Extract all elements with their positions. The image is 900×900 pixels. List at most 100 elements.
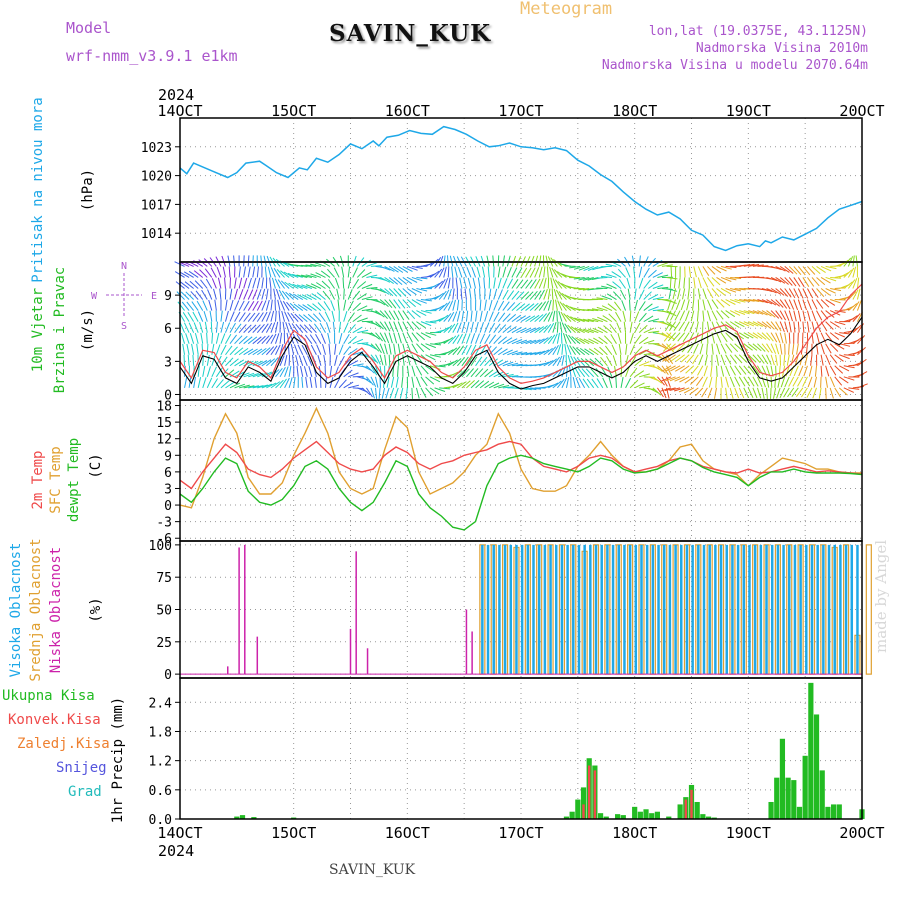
wind-arrow [402,310,410,320]
wind-arrow [720,299,731,307]
wind-arrow [834,332,845,338]
wind-arrow [600,275,612,278]
wind-arrow [456,345,465,356]
wind-arrow [811,321,816,333]
wind-arrow [566,314,576,323]
wind-arrow [843,269,853,278]
wind-arrow [211,278,217,289]
wind-arrow [559,321,563,333]
wind-arrow [806,321,810,333]
wind-arrow [352,363,364,367]
wind-arrow [261,323,269,333]
wind-arrow [729,376,735,388]
wind-arrow [443,289,450,300]
wind-arrow [379,310,388,319]
wind-arrow [420,376,428,387]
wind-arrow [811,288,819,298]
wind-arrow [770,265,782,271]
wind-arrow [296,274,308,278]
wind-arrow [520,339,532,345]
wind-arrow [657,343,668,350]
wind-arrow [184,365,186,377]
wind-arrow [611,344,617,355]
wind-arrow [279,366,286,378]
wind-arrow [420,332,431,339]
wind-arrow [748,299,760,302]
wind-arrow [702,288,707,300]
wind-arrow [370,365,378,376]
wind-arrow [183,354,186,366]
wind-arrow [416,299,427,304]
wind-arrow [282,321,286,333]
wind-arrow [738,365,747,375]
wind-arrow [411,376,415,388]
wind-arrow [788,266,798,275]
wind-arrow [384,288,394,297]
wind-arrow [816,266,826,274]
wind-arrow [680,299,686,311]
wind-arrow [702,310,705,322]
wind-arrow [234,335,243,345]
wind-arrow [807,277,815,287]
wind-arrow [670,365,681,372]
wind-arrow [757,299,769,304]
wind-arrow [451,266,454,278]
wind-arrow [310,273,322,278]
wind-arrow [575,377,581,389]
wind-arrow [483,277,486,289]
wind-arrow [188,376,192,388]
wind-arrow [747,365,756,375]
wind-arrow [784,299,791,310]
precip-frame [179,677,863,820]
wind-arrow [199,321,204,333]
wind-arrow [243,312,251,322]
wind-arrow [633,266,636,278]
wind-arrow [220,321,225,333]
wind-arrow [779,265,790,273]
wind-arrow [390,376,395,388]
wind-arrow [648,387,659,394]
wind-arrow [716,332,722,343]
wind-arrow [234,383,246,389]
cloud-ytick-label: 0 [164,668,172,683]
wind-arrow [797,277,805,288]
wind-arrow [447,255,449,267]
wind-arrow [739,310,750,315]
wind-arrow [318,365,322,377]
wind-arrow [779,343,783,355]
wind-arrow [775,288,785,296]
wind-arrow [583,328,594,334]
wind-arrow [229,382,241,389]
wind-arrow [461,368,470,378]
wind-arrow [839,332,851,335]
wind-arrow [296,284,308,289]
wind-arrow [638,301,646,311]
wind-arrow [543,312,551,322]
wind-arrow [556,332,560,344]
wind-arrow [352,314,362,323]
wind-arrow [243,348,254,356]
wind-arrow [739,299,751,303]
wind-arrow [797,310,802,322]
wind-arrow [305,376,308,388]
wind-arrow [229,288,233,300]
wind-arrow [399,387,404,399]
wind-arrow [574,327,585,334]
wind-arrow [622,310,627,322]
wind-arrow [456,357,465,367]
wind-arrow [551,267,558,278]
wind-arrow [562,303,572,311]
wind-arrow [375,332,383,342]
wind-arrow [643,303,653,311]
wind-arrow [488,370,499,378]
wind-arrow [696,310,699,322]
wind-arrow [743,387,750,399]
precip-total-bar [251,817,257,819]
x-tick-label-bottom: 16OCT [385,824,430,842]
wind-arrow [465,310,469,322]
precip-total-bar [615,814,621,819]
wind-arrow [788,288,796,299]
wind-arrow [643,291,652,300]
wind-arrow [546,266,549,278]
wind-arrow [296,365,299,377]
